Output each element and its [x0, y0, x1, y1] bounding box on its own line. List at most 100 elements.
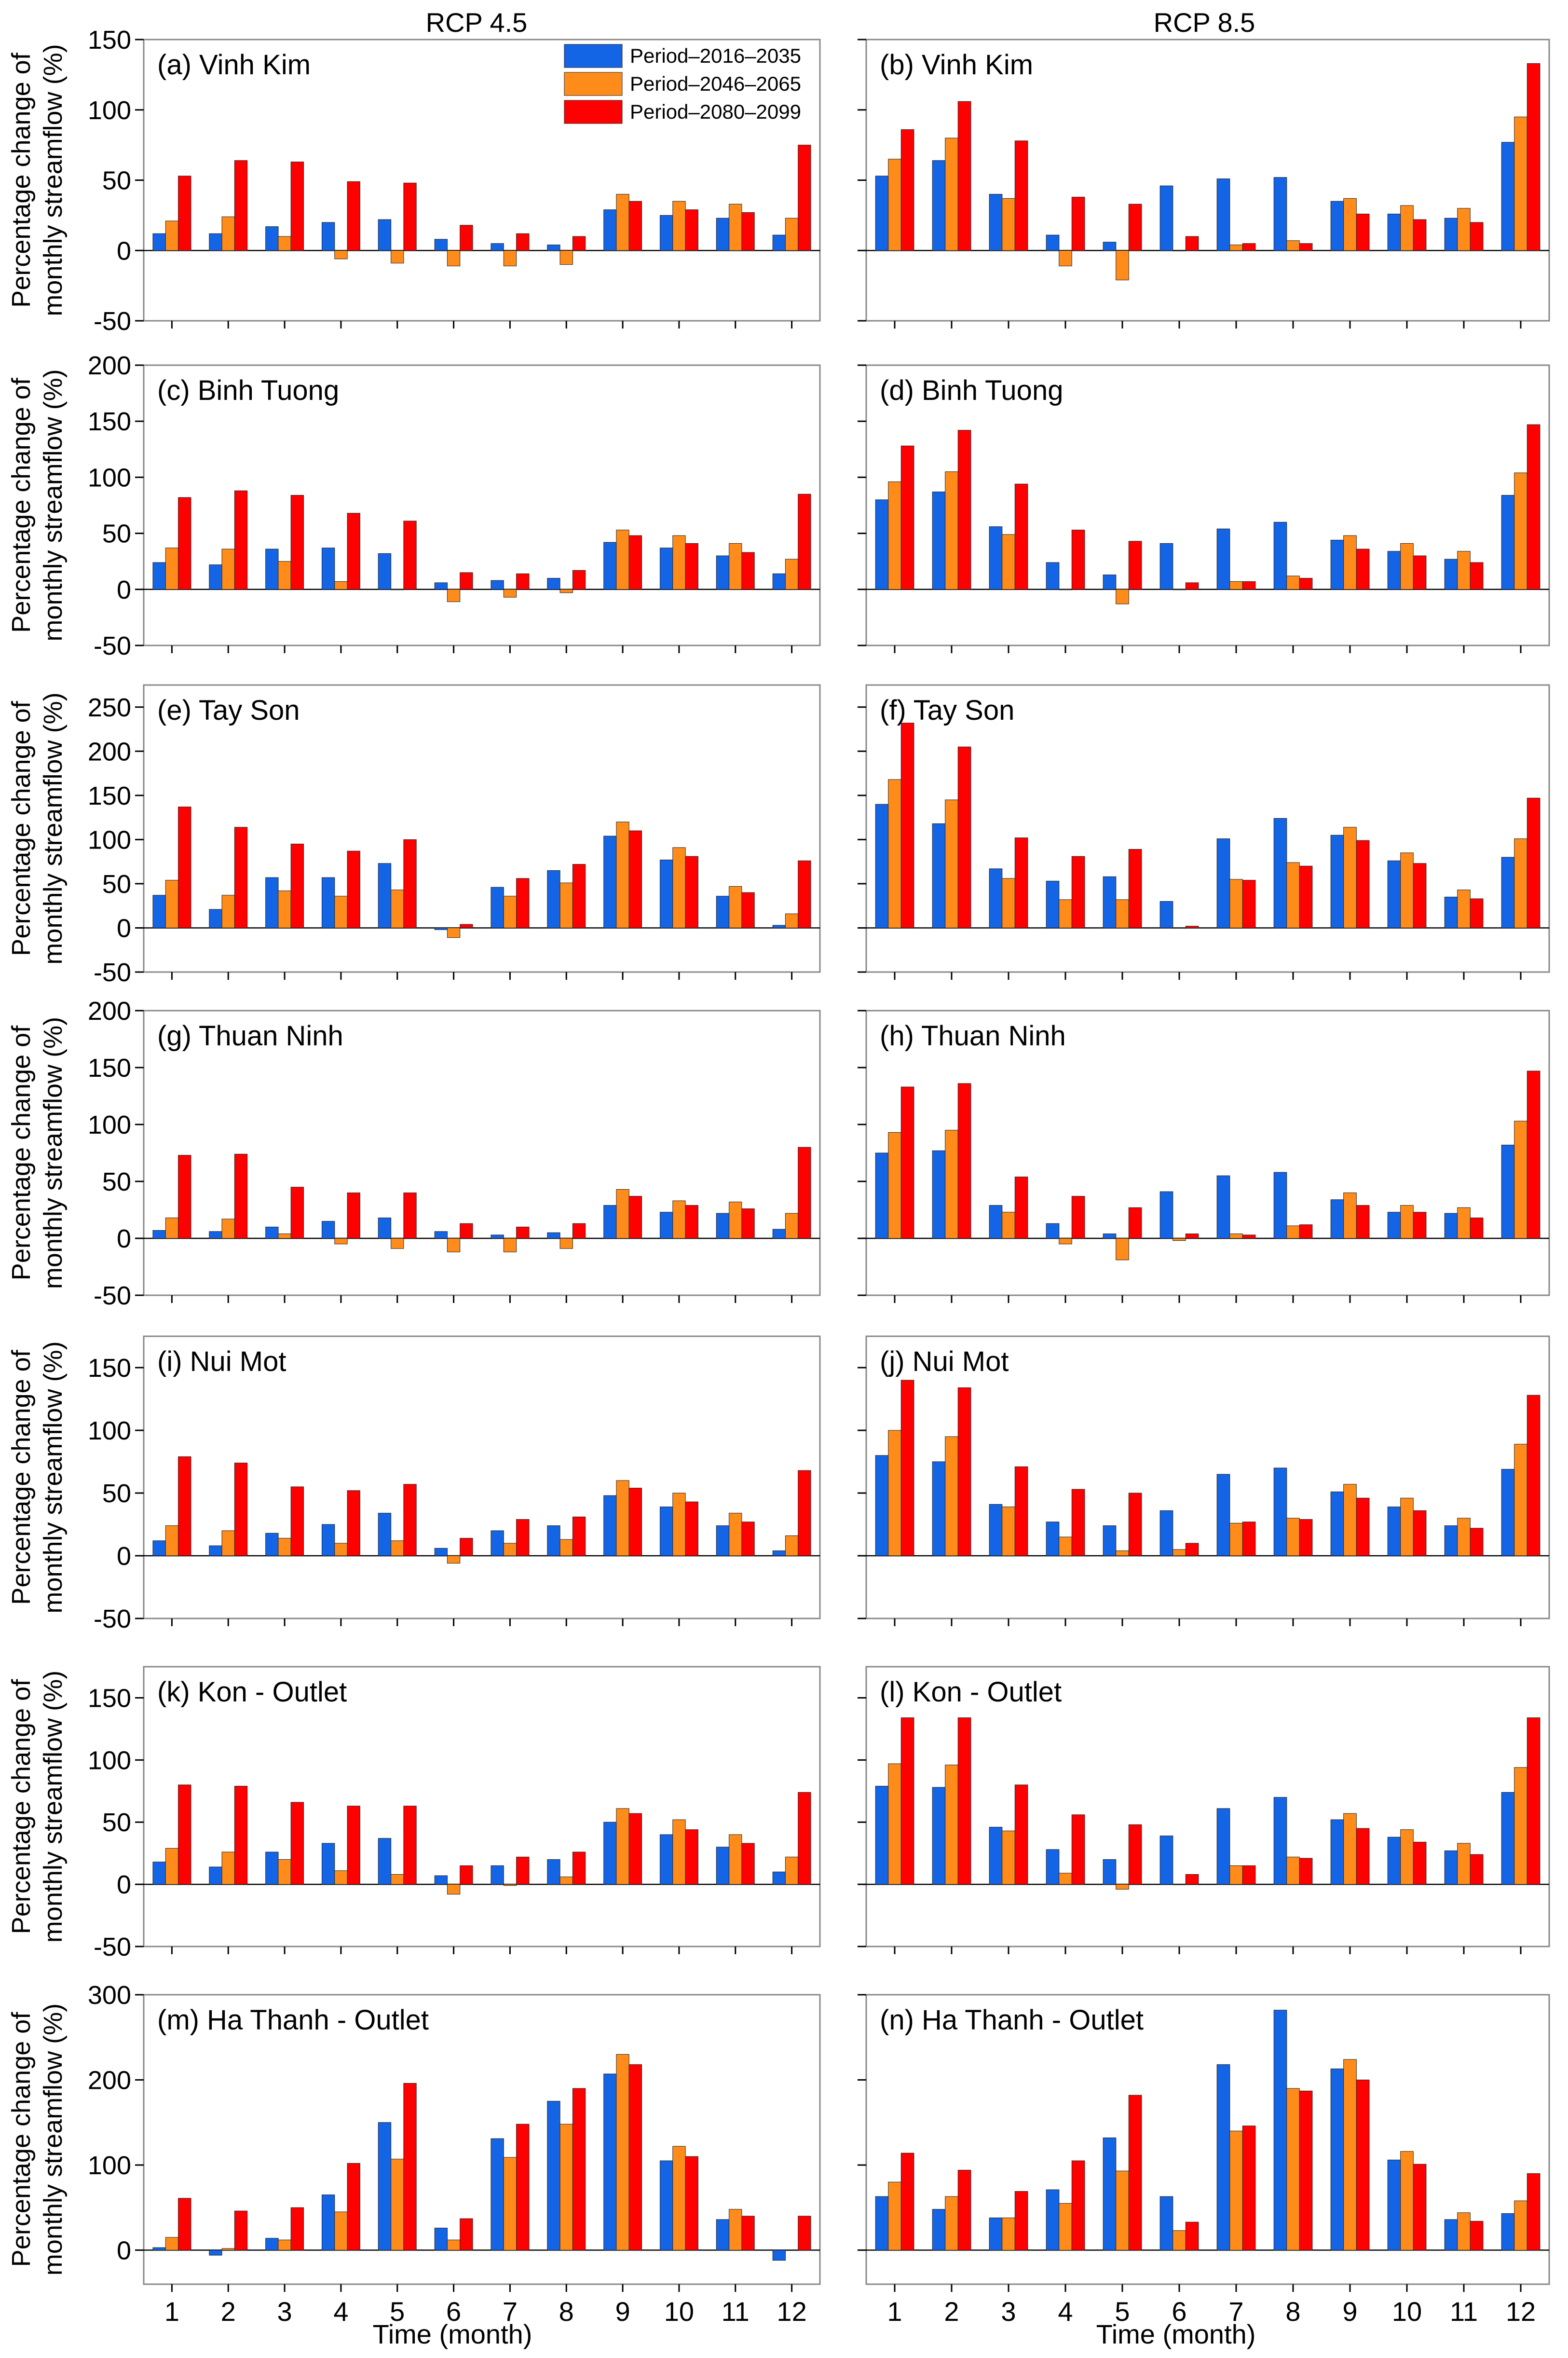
bar-s3-m3: [1014, 1177, 1028, 1239]
bar-s2-m5: [1116, 1238, 1129, 1261]
bar-s1-m3: [265, 877, 279, 928]
bar-s2-m1: [888, 1132, 901, 1239]
bar-s2-m10: [1400, 205, 1414, 251]
bar-s3-m5: [403, 521, 417, 590]
x-tick-label: 5: [1115, 2296, 1130, 2327]
bar-s2-m7: [1229, 1522, 1243, 1556]
x-tick-label: 3: [1001, 2296, 1016, 2327]
bar-s2-m5: [1116, 589, 1129, 604]
bar-s3-m5: [1128, 849, 1142, 928]
bar-s1-m10: [660, 2160, 673, 2250]
x-tick-label: 7: [503, 2296, 518, 2327]
panel-frame: [143, 1010, 821, 1296]
bar-s3-m10: [1413, 1212, 1427, 1239]
y-tick-label: 200: [88, 2066, 131, 2095]
bar-s3-m4: [347, 2163, 360, 2250]
bar-s3-m3: [290, 844, 304, 928]
y-axis-label-line1: Percentage change of: [7, 377, 36, 632]
bar-s1-m6: [434, 1548, 448, 1556]
bar-s1-m5: [1103, 575, 1117, 590]
x-tick-label: 9: [1342, 2296, 1357, 2327]
bar-s1-m11: [1444, 1851, 1458, 1885]
bar-s1-m10: [1387, 214, 1401, 251]
bar-s1-m9: [603, 1822, 617, 1885]
bar-s1-m1: [875, 2196, 889, 2250]
bar-s1-m5: [378, 219, 392, 251]
bar-s1-m4: [322, 877, 335, 928]
bar-s3-m11: [741, 892, 755, 928]
bar-s1-m6: [434, 928, 448, 930]
bar-s2-m7: [503, 589, 517, 598]
bar-s1-m2: [932, 823, 946, 928]
bar-s1-m3: [989, 1205, 1003, 1239]
bar-s2-m8: [559, 1539, 573, 1556]
y-tick-label: -50: [94, 631, 131, 660]
bar-s1-m1: [152, 895, 166, 928]
y-axis-label-line1: Percentage change of: [7, 2012, 36, 2267]
legend-swatch-1: [564, 44, 623, 68]
bar-s2-m11: [729, 886, 742, 928]
bar-s1-m2: [209, 909, 222, 928]
bar-s3-m9: [1356, 214, 1370, 251]
x-tick-label: 6: [446, 2296, 461, 2327]
x-tick-label: 8: [1285, 2296, 1300, 2327]
bar-s2-m6: [1173, 928, 1186, 929]
bar-s1-m4: [1046, 1223, 1060, 1239]
bar-s2-m3: [278, 561, 291, 590]
bar-s2-m11: [1457, 1518, 1471, 1556]
bar-s2-m8: [1286, 576, 1300, 590]
y-tick-label: 50: [102, 166, 131, 195]
bar-s3-m4: [1071, 1489, 1085, 1556]
bar-s2-m1: [165, 1218, 179, 1239]
bar-s3-m7: [1242, 243, 1256, 251]
bar-s1-m4: [322, 2194, 335, 2250]
bar-s2-m9: [1343, 2059, 1357, 2250]
bar-s3-m4: [347, 1806, 360, 1885]
bar-s2-m7: [1229, 2130, 1243, 2250]
panel-frame: [143, 684, 821, 973]
bar-s2-m12: [1514, 116, 1527, 251]
y-tick-label: 100: [88, 463, 131, 492]
bar-s3-m6: [460, 924, 473, 928]
bar-s3-m12: [1527, 797, 1541, 928]
bar-s2-m6: [447, 1555, 461, 1564]
bar-s3-m1: [900, 1086, 914, 1239]
bar-s2-m3: [1002, 534, 1015, 590]
x-tick-label: 12: [1506, 2296, 1536, 2327]
bar-s3-m4: [347, 181, 360, 251]
bar-s3-m2: [234, 490, 248, 590]
bar-s1-m12: [1501, 1145, 1515, 1239]
bar-s1-m3: [265, 548, 279, 590]
bar-s3-m8: [1299, 1858, 1313, 1885]
bar-s1-m3: [989, 2217, 1003, 2250]
y-tick-label: 150: [88, 1054, 131, 1083]
y-tick-label: 200: [88, 997, 131, 1026]
bar-s3-m8: [1299, 1224, 1313, 1239]
bar-s1-m1: [152, 2247, 166, 2250]
bar-s1-m6: [1159, 2196, 1173, 2250]
x-axis-label-right: Time (month): [1096, 2319, 1256, 2349]
panel-title: (h) Thuan Ninh: [880, 1020, 1066, 1052]
bar-s2-m2: [945, 471, 958, 590]
bar-s3-m12: [798, 145, 811, 251]
bar-s2-m5: [1116, 1550, 1129, 1556]
bar-s3-m6: [1185, 1874, 1199, 1885]
bar-s2-m1: [165, 880, 179, 928]
bar-s1-m11: [1444, 1525, 1458, 1556]
bar-s1-m7: [1216, 838, 1230, 928]
bar-s2-m6: [447, 1884, 461, 1895]
bar-s1-m4: [1046, 1849, 1060, 1885]
bar-s2-m5: [391, 1540, 404, 1556]
bar-s1-m12: [1501, 2213, 1515, 2250]
panel-14: 1 2 3 4 5 6 7 8 9 10 11 12(n) Ha Thanh - Outlet: [858, 1994, 1550, 2327]
y-tick-label: -50: [94, 958, 131, 987]
bar-s1-m11: [716, 1847, 730, 1885]
bar-s1-m10: [1387, 551, 1401, 590]
bar-s3-m4: [1071, 856, 1085, 928]
y-tick-label: 100: [88, 1110, 131, 1139]
bar-s1-m4: [1046, 562, 1060, 590]
bar-s2-m10: [672, 847, 686, 929]
bar-s3-m1: [178, 497, 191, 590]
bar-s2-m7: [503, 1884, 517, 1886]
panel-frame: [865, 1010, 1550, 1296]
